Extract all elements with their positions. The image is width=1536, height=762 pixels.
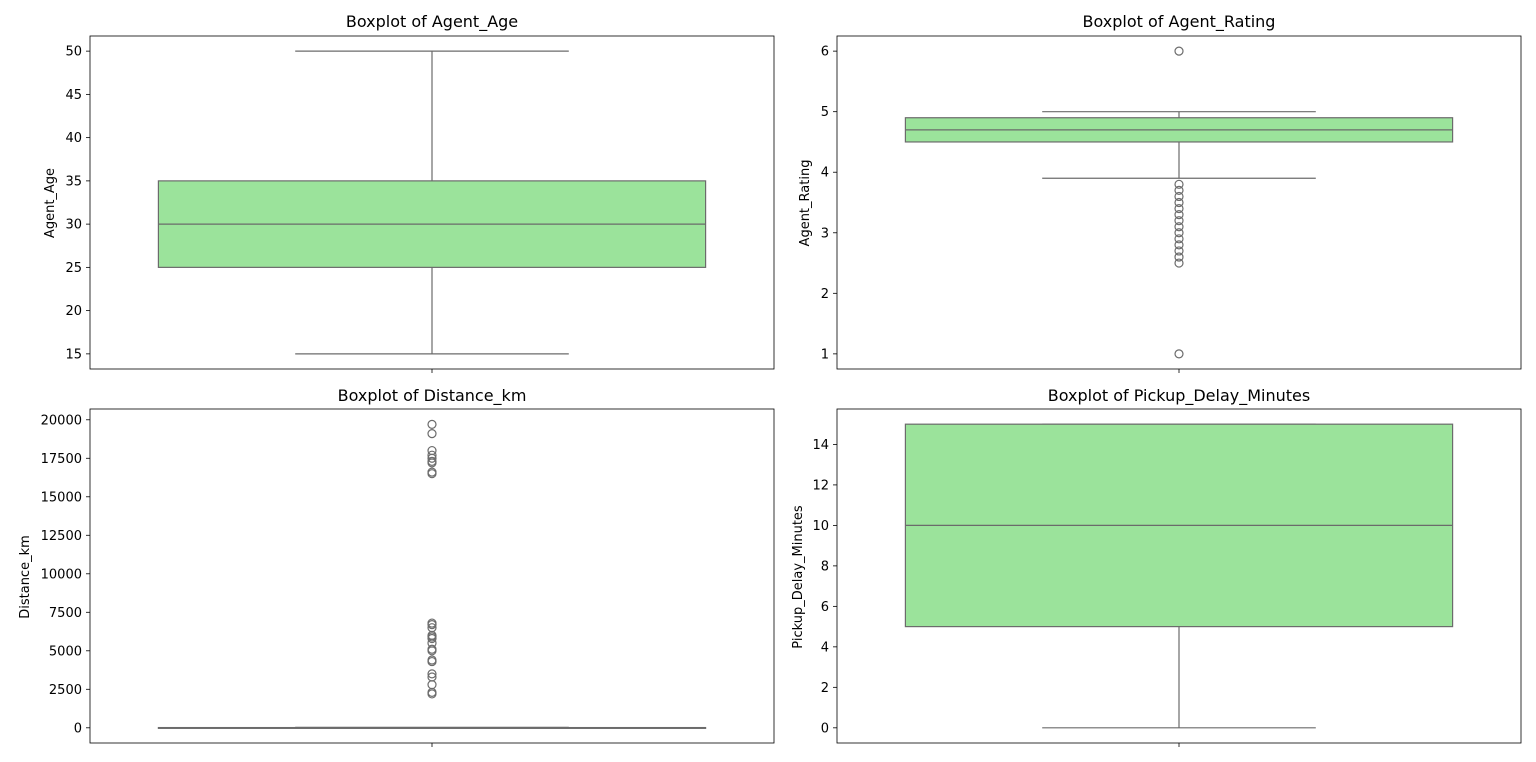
y-tick-label: 5000 bbox=[49, 644, 82, 659]
y-tick-label: 0 bbox=[821, 721, 829, 736]
outlier-point bbox=[427, 445, 437, 456]
y-tick-label: 10000 bbox=[41, 567, 82, 582]
subplot-pickup-delay-minutes: Boxplot of Pickup_Delay_Minutes Pickup_D… bbox=[791, 386, 1522, 747]
y-tick-label: 45 bbox=[65, 88, 82, 103]
y-tick-label: 0 bbox=[74, 721, 82, 736]
outlier-point bbox=[1174, 240, 1184, 250]
y-tick-label: 1 bbox=[821, 347, 829, 362]
chart-title: Boxplot of Pickup_Delay_Minutes bbox=[1048, 386, 1310, 406]
y-tick-label: 35 bbox=[65, 174, 82, 189]
outlier-point bbox=[427, 456, 437, 466]
plot-area bbox=[157, 419, 707, 729]
chart-title: Boxplot of Distance_km bbox=[338, 386, 527, 406]
y-axis: 1 2 3 4 5 6 bbox=[821, 45, 1180, 373]
outlier-point bbox=[427, 672, 437, 682]
y-tick-label: 2 bbox=[821, 681, 829, 696]
y-tick-label: 2500 bbox=[49, 683, 82, 698]
outlier-point bbox=[1174, 234, 1184, 244]
outlier-point bbox=[427, 419, 437, 430]
outlier-point bbox=[1174, 197, 1184, 208]
plot-area bbox=[904, 423, 1454, 729]
y-tick-label: 20 bbox=[65, 304, 82, 319]
subplot-distance-km: Boxplot of Distance_km Distance_km 0 2500… bbox=[18, 386, 775, 747]
y-axis-label: Agent_Age bbox=[43, 168, 58, 238]
outlier-point bbox=[427, 655, 437, 665]
outlier-point bbox=[1174, 185, 1184, 195]
outlier-point bbox=[1174, 228, 1184, 238]
y-tick-label: 10 bbox=[812, 519, 829, 534]
outlier-point bbox=[427, 467, 437, 477]
y-tick-label: 50 bbox=[65, 45, 82, 60]
y-axis: 15 20 25 30 35 40 45 50 bbox=[65, 45, 433, 373]
outlier-point bbox=[1174, 252, 1184, 262]
y-tick-label: 15000 bbox=[41, 490, 82, 505]
y-tick-label: 17500 bbox=[41, 452, 82, 467]
outlier-point bbox=[427, 623, 437, 633]
axes-frame bbox=[89, 35, 775, 370]
y-tick-label: 2 bbox=[821, 287, 829, 302]
y-axis: 0 2 4 6 8 10 12 14 bbox=[812, 438, 1180, 747]
outlier-point bbox=[427, 644, 437, 654]
y-tick-label: 14 bbox=[812, 438, 829, 453]
y-axis-label: Distance_km bbox=[18, 535, 33, 619]
y-tick-label: 6 bbox=[821, 45, 829, 60]
outlier-point bbox=[427, 429, 437, 439]
axes-frame bbox=[836, 35, 1522, 370]
outlier-point bbox=[1174, 222, 1184, 232]
y-tick-label: 20000 bbox=[41, 413, 82, 428]
y-tick-label: 6 bbox=[821, 600, 829, 615]
outlier-point bbox=[1174, 349, 1184, 359]
y-axis: 0 2500 5000 7500 10000 12500 15000 17500 20000 bbox=[41, 413, 433, 747]
y-tick-label: 12 bbox=[812, 478, 829, 493]
y-axis-label: Pickup_Delay_Minutes bbox=[791, 505, 806, 649]
y-tick-label: 4 bbox=[821, 640, 829, 655]
y-tick-label: 3 bbox=[821, 226, 829, 241]
outlier-point bbox=[1174, 191, 1184, 202]
outlier-point bbox=[427, 669, 437, 679]
y-tick-label: 7500 bbox=[49, 606, 82, 621]
y-tick-label: 30 bbox=[65, 218, 82, 233]
outlier-point bbox=[427, 450, 437, 460]
y-tick-label: 4 bbox=[821, 166, 829, 181]
y-tick-label: 12500 bbox=[41, 529, 82, 544]
y-tick-label: 15 bbox=[65, 347, 82, 362]
outlier-point bbox=[1174, 246, 1184, 256]
chart-title: Boxplot of Agent_Age bbox=[346, 12, 518, 32]
y-axis-label: Agent_Rating bbox=[798, 160, 813, 247]
outlier-point bbox=[1174, 210, 1184, 220]
chart-title: Boxplot of Agent_Rating bbox=[1083, 12, 1276, 32]
plot-area bbox=[157, 50, 707, 355]
axes-frame bbox=[89, 408, 775, 744]
outlier-point bbox=[427, 680, 437, 690]
axes-frame bbox=[836, 408, 1522, 744]
y-tick-label: 40 bbox=[65, 131, 82, 146]
y-tick-label: 25 bbox=[65, 261, 82, 276]
plot-area bbox=[904, 46, 1454, 359]
y-tick-label: 8 bbox=[821, 559, 829, 574]
outlier-point bbox=[1174, 258, 1184, 268]
outlier-point bbox=[427, 618, 437, 628]
y-tick-label: 5 bbox=[821, 105, 829, 120]
outlier-point bbox=[1174, 179, 1184, 189]
outlier-point bbox=[1174, 46, 1184, 56]
subplot-agent-age: Boxplot of Agent_Age Agent_Age 15 20 25 30 3… bbox=[43, 12, 775, 373]
outlier-point bbox=[1174, 216, 1184, 226]
outlier-point bbox=[1174, 203, 1184, 214]
subplot-agent-rating: Boxplot of Agent_Rating Agent_Rating 1 2 3… bbox=[798, 12, 1522, 373]
